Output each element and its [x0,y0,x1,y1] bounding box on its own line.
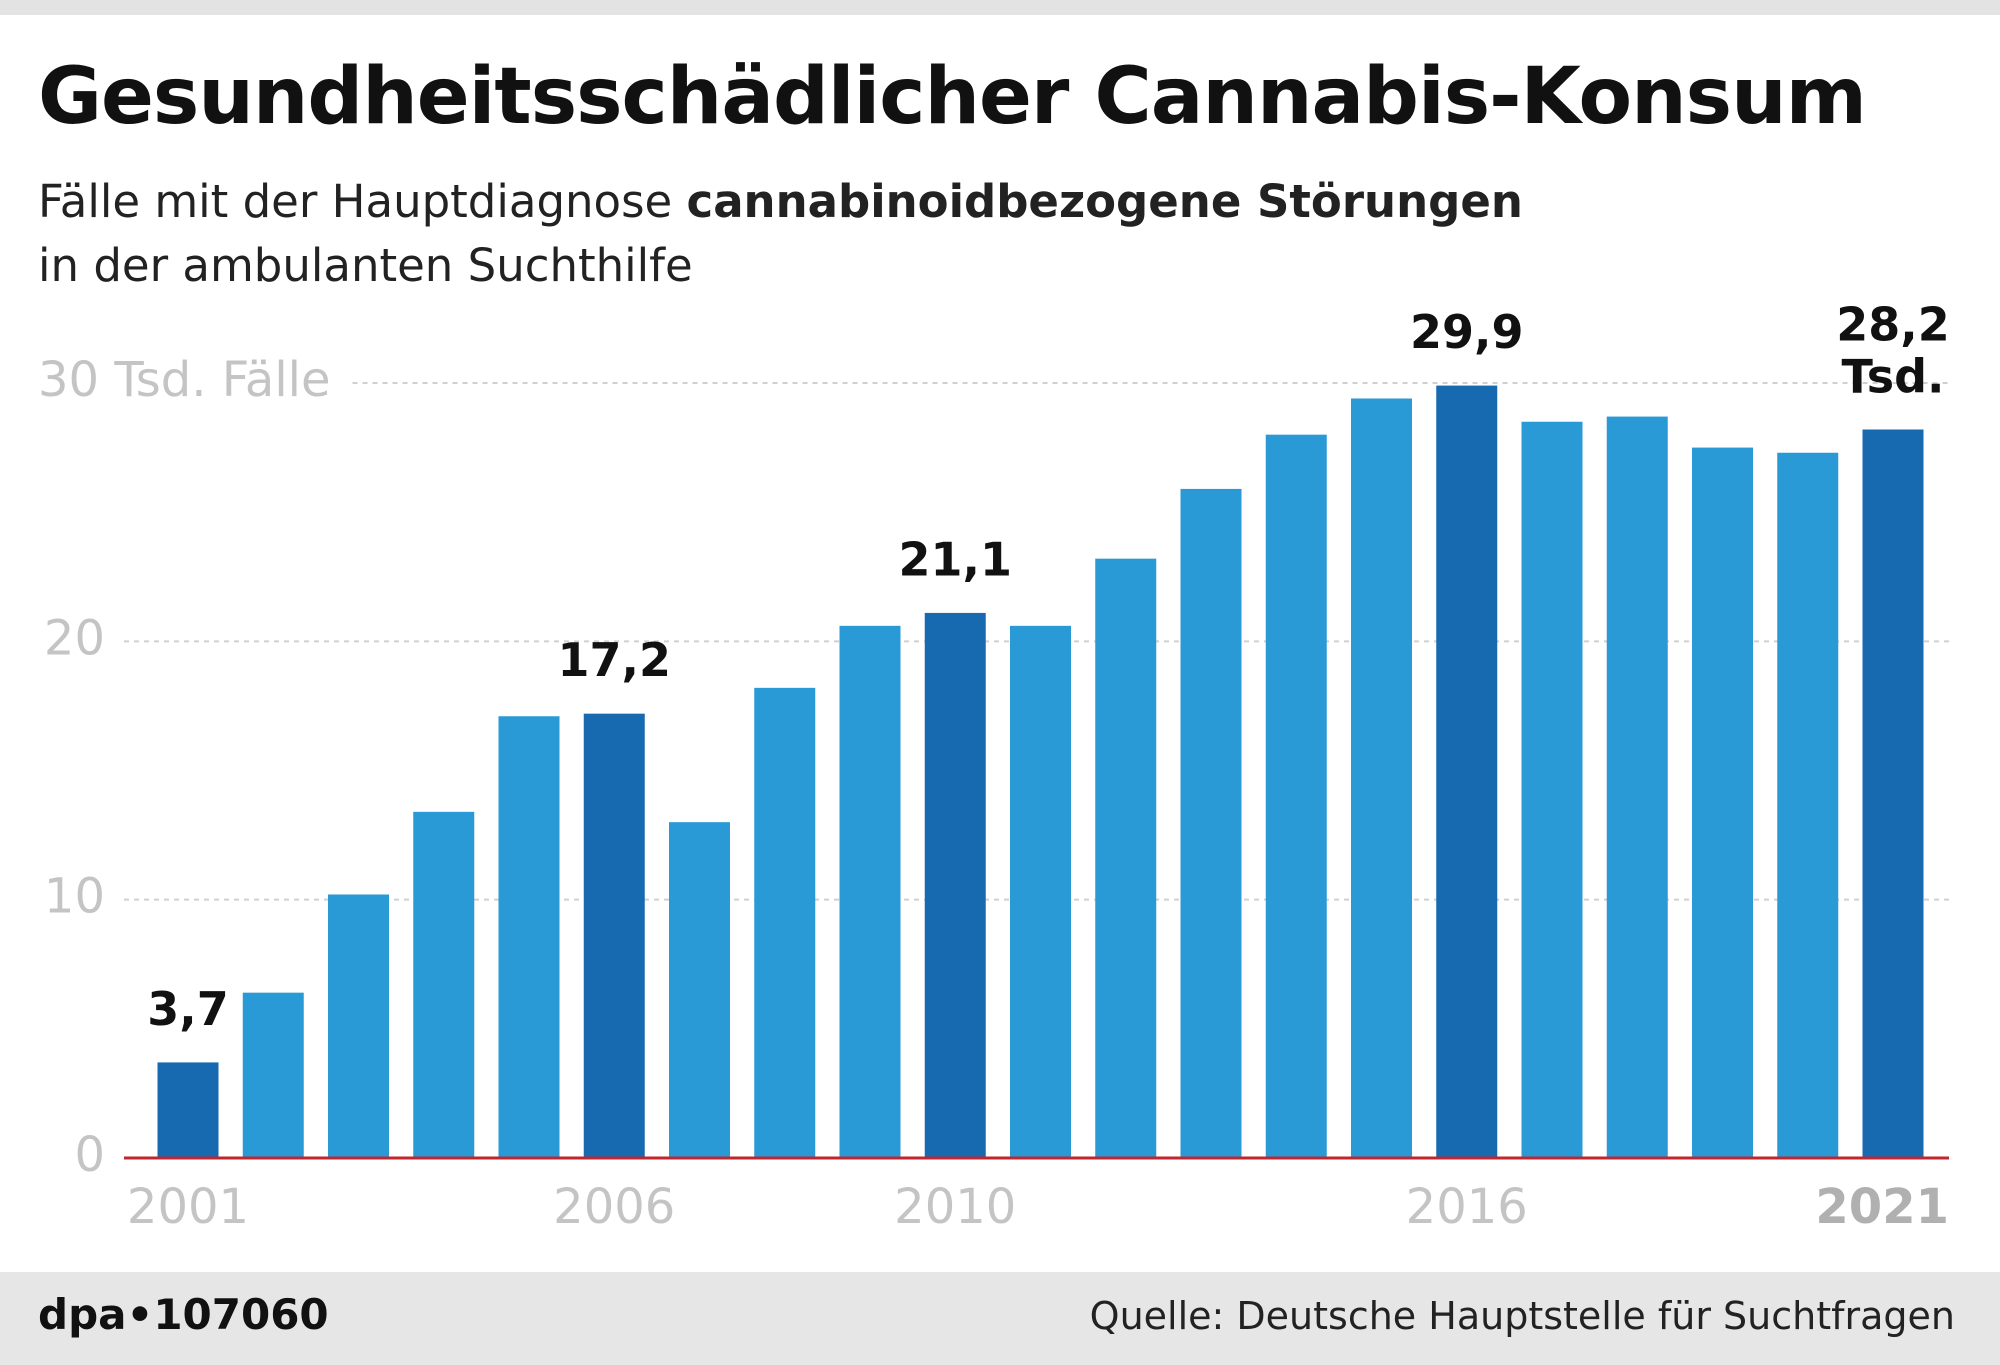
y-tick-label: 10 [44,869,105,925]
bar [413,811,475,1158]
subtitle-bold: cannabinoidbezogene Störungen [686,175,1523,228]
y-tick-label: 30 Tsd. Fälle [38,352,331,408]
bar [328,894,389,1158]
top-band [0,0,2000,15]
chart-title: Gesundheitsschädlicher Cannabis-Konsum [38,52,1867,142]
y-tick-label: 20 [44,610,105,666]
bar [1180,488,1242,1159]
subtitle-text: in der ambulanten Suchthilfe [38,239,693,292]
value-label: 21,1 [899,532,1013,586]
bar [1606,416,1668,1158]
bar [583,713,645,1158]
bar [1095,558,1157,1158]
value-label: 3,7 [147,982,229,1036]
source: Quelle: Deutsche Hauptstelle für Suchtfr… [1089,1294,1955,1338]
bar [1862,429,1924,1158]
x-tick-label: 2016 [1406,1179,1528,1235]
bar [1351,398,1412,1158]
credit: dpa•107060 [38,1290,329,1339]
x-tick-label: 2001 [127,1179,249,1235]
y-tick-label: 0 [74,1127,105,1183]
bar [1265,434,1327,1159]
value-label: 29,9 [1410,305,1524,359]
bar [498,716,560,1158]
bar [157,1062,219,1158]
x-tick-label: 2021 [1815,1179,1949,1235]
bar [1010,625,1071,1158]
value-label: 28,2 Tsd. [1836,297,1950,403]
bar [242,992,304,1158]
bar [1692,447,1753,1158]
footer: dpa•107060 Quelle: Deutsche Hauptstelle … [0,1272,2000,1365]
bar [839,625,901,1158]
chart-subtitle: Fälle mit der Hauptdiagnose cannabinoidb… [38,170,1523,298]
x-tick-label: 2006 [553,1179,675,1235]
bar [1777,452,1839,1158]
bar [1436,385,1498,1158]
bar [754,687,816,1158]
subtitle-text: Fälle mit der Hauptdiagnose [38,175,687,228]
x-tick-label: 2010 [894,1179,1016,1235]
bar [1521,421,1583,1158]
bar [669,822,730,1158]
value-label: 17,2 [558,633,672,687]
bar [924,612,986,1158]
